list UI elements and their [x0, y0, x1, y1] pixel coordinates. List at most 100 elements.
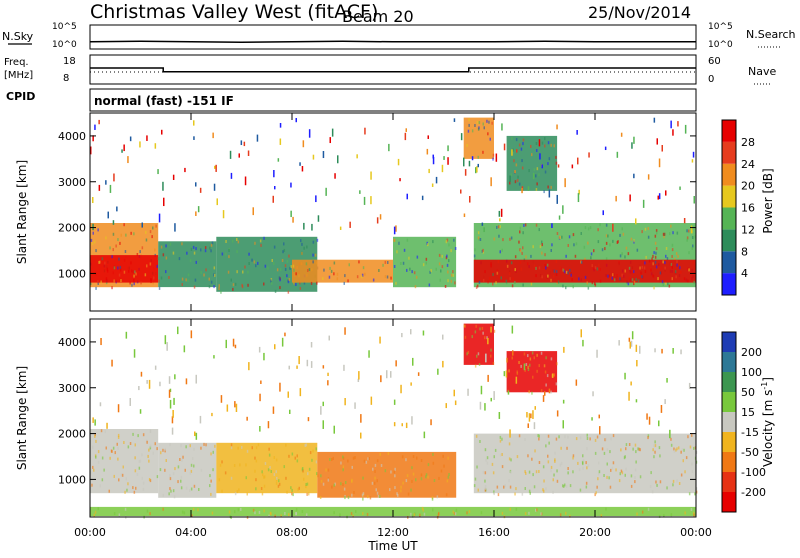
echo-speck [475, 167, 477, 174]
echo-speck [532, 172, 535, 180]
echo-speckle [610, 468, 612, 472]
echo-speckle [190, 463, 193, 467]
echo-speckle [655, 247, 658, 251]
echo-speckle [172, 472, 175, 476]
echo-speckle [237, 446, 239, 450]
echo-speck [195, 211, 197, 216]
echo-speckle [447, 475, 450, 479]
echo-speckle [612, 461, 615, 465]
echo-speckle [99, 260, 101, 264]
echo-speckle [652, 274, 654, 278]
echo-speckle [255, 446, 258, 450]
echo-speckle [438, 476, 440, 480]
echo-speckle [177, 465, 180, 469]
echo-speck [642, 199, 645, 208]
echo-speckle [105, 236, 107, 240]
echo-speckle [544, 144, 546, 148]
echo-speckle [686, 229, 688, 233]
echo-speckle [412, 472, 415, 476]
echo-speckle [506, 264, 509, 268]
echo-speckle [477, 127, 480, 131]
velocity-cbar-tick-label: 200 [741, 346, 762, 359]
echo-speckle [262, 473, 264, 477]
echo-speckle [690, 508, 693, 511]
echo-speckle [524, 438, 526, 441]
echo-speck [509, 175, 511, 182]
echo-speckle [427, 475, 429, 479]
echo-speckle [647, 436, 649, 440]
echo-speckle [555, 382, 558, 386]
echo-speckle [125, 233, 127, 237]
echo-speckle [117, 435, 120, 439]
echo-speck [602, 210, 604, 216]
echo-speckle [448, 259, 450, 263]
echo-speckle [94, 240, 96, 244]
echo-speckle [559, 463, 562, 467]
echo-speckle [692, 244, 694, 248]
echo-speckle [619, 277, 621, 281]
echo-speckle [95, 439, 97, 443]
echo-speck [307, 417, 310, 422]
echo-speckle [312, 449, 314, 453]
echo-speckle [644, 261, 646, 265]
velocity-y-tick-label: 1000 [58, 473, 86, 486]
echo-speckle [547, 185, 549, 189]
echo-speckle [581, 460, 584, 464]
echo-speckle [522, 142, 524, 146]
echo-speckle [477, 352, 480, 356]
echo-speckle [231, 239, 234, 243]
echo-speckle [100, 280, 102, 284]
echo-speckle [403, 248, 406, 252]
echo-speckle [291, 452, 294, 456]
echo-speckle [676, 479, 678, 483]
echo-speckle [112, 232, 115, 236]
echo-speckle [139, 250, 141, 254]
echo-speckle [519, 248, 521, 252]
echo-speckle [552, 478, 554, 482]
echo-speckle [476, 120, 479, 124]
echo-speckle [117, 266, 119, 270]
echo-speckle [454, 247, 457, 250]
echo-speckle [521, 251, 523, 255]
echo-speckle [666, 486, 668, 490]
echo-speckle [585, 461, 587, 465]
echo-speckle [394, 474, 396, 478]
echo-speck [401, 423, 403, 427]
echo-speckle [662, 232, 665, 236]
echo-speckle [452, 273, 455, 277]
echo-speck [226, 404, 229, 412]
echo-speckle [550, 357, 553, 361]
echo-speckle [670, 443, 673, 447]
echo-speckle [492, 157, 494, 161]
echo-speckle [305, 483, 307, 486]
echo-speck [577, 157, 579, 165]
echo-speckle [134, 443, 136, 447]
echo-speckle [162, 507, 164, 511]
echo-speckle [105, 277, 108, 281]
echo-speckle [601, 447, 604, 451]
echo-speckle [149, 446, 152, 450]
echo-speckle [296, 459, 299, 463]
echo-speckle [528, 511, 530, 515]
echo-speckle [301, 251, 303, 255]
echo-speckle [132, 486, 134, 490]
echo-speckle [474, 330, 477, 334]
echo-speckle [608, 274, 611, 278]
echo-speckle [639, 266, 641, 270]
echo-speckle [301, 510, 304, 513]
echo-speckle [653, 444, 655, 448]
echo-speckle [257, 261, 259, 265]
echo-speck [308, 129, 311, 138]
echo-speckle [361, 275, 363, 279]
echo-speckle [119, 268, 122, 272]
echo-speckle [684, 470, 686, 474]
echo-speckle [669, 232, 671, 236]
echo-speckle [407, 492, 410, 496]
echo-speckle [142, 481, 145, 485]
echo-speckle [213, 266, 216, 270]
echo-speckle [332, 456, 334, 460]
echo-speckle [694, 235, 697, 239]
echo-speckle [117, 457, 119, 461]
echo-speckle [575, 437, 578, 441]
echo-speckle [535, 223, 538, 227]
